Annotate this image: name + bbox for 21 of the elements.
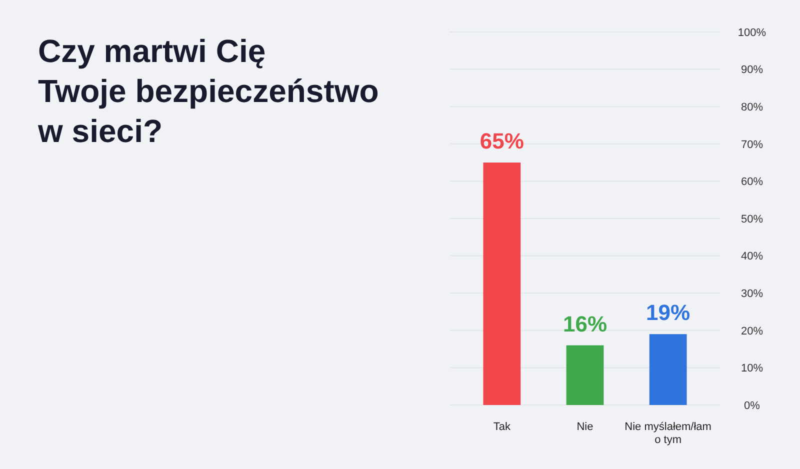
y-tick-label: 60%: [740, 176, 764, 188]
y-tick-label: 90%: [740, 64, 764, 76]
x-tick-label: Nie myślałem/łam o tym: [624, 421, 712, 446]
y-tick-label: 50%: [740, 213, 764, 226]
y-tick-label: 20%: [740, 325, 764, 338]
y-tick-label: 0%: [744, 400, 760, 412]
y-tick-label: 80%: [740, 101, 764, 114]
bar: [566, 345, 604, 405]
data-label: 16%: [562, 311, 608, 336]
y-tick-label: 70%: [740, 138, 764, 151]
y-tick-label: 10%: [740, 362, 764, 375]
data-label: 19%: [646, 300, 690, 326]
bar: [649, 334, 687, 405]
y-tick-label: 40%: [740, 250, 764, 263]
x-tick-label: Nie: [576, 421, 594, 433]
y-tick-label: 100%: [738, 26, 766, 39]
text: Czy martwi Cię Twoje bezpieczeństwo w sieci?: [37, 33, 379, 149]
x-tick-label: Tak: [493, 421, 511, 433]
bar: [483, 162, 521, 405]
y-tick-label: 30%: [740, 288, 764, 300]
data-label: 65%: [480, 128, 524, 154]
